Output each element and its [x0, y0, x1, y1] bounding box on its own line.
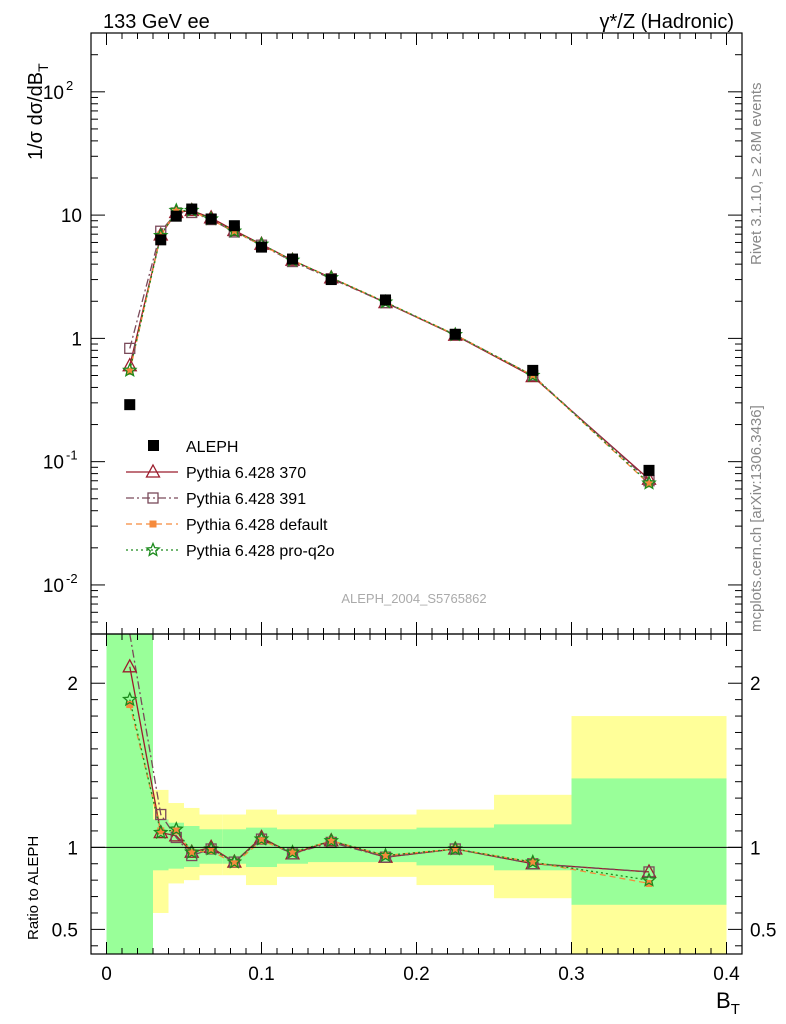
xlabel: BT	[716, 988, 740, 1018]
ratio-point-1	[643, 866, 655, 878]
legend-marker-0	[145, 463, 161, 478]
ratio-point-3	[525, 853, 541, 869]
ylabel-ratio: Ratio to ALEPH	[25, 836, 42, 940]
ratio-point-2	[157, 827, 165, 835]
main-point-2	[645, 480, 653, 488]
ratio-point-2	[126, 701, 134, 709]
y-tick-label: 10	[61, 206, 82, 227]
y-tick-label: 10	[43, 83, 64, 104]
ratio-point-3	[641, 872, 657, 887]
ratio-point-2	[289, 848, 296, 856]
ratio-tick-label: 0.5	[52, 920, 78, 941]
ratio-frame	[90, 633, 743, 955]
legend-label-0: Pythia 6.428 370	[186, 465, 306, 482]
aleph-point	[170, 210, 182, 222]
ratio-tick-label: 2	[67, 674, 78, 695]
legend: ALEPH Pythia 6.428 370 Pythia 6.428 391 Pyt…	[126, 439, 335, 560]
x-tick-label: 0.4	[713, 964, 740, 985]
watermark: ALEPH_2004_S5765862	[341, 591, 486, 606]
x-tick-label: 0.3	[558, 964, 584, 985]
ratio-point-0	[122, 658, 138, 673]
ratio-point-3	[377, 847, 394, 863]
ratio-point-2	[327, 837, 335, 845]
ratio-tick-label-right: 0.5	[750, 920, 776, 941]
ratio-point-1	[155, 808, 167, 821]
x-tick-label: 0	[101, 964, 112, 985]
ratio-tick-label-right: 1	[750, 838, 761, 859]
ratio-point-2	[529, 858, 537, 866]
aleph-point	[205, 213, 217, 225]
ratio-point-3	[153, 824, 169, 840]
legend-marker-1	[147, 492, 159, 504]
main-point-3	[122, 362, 138, 377]
ratio-point-2	[230, 860, 238, 868]
legend-label-3: Pythia 6.428 pro-q2o	[186, 543, 335, 560]
legend-marker-3	[145, 541, 161, 557]
aleph-point	[124, 399, 136, 411]
y-tick-label: 10	[43, 576, 64, 597]
ratio-point-3	[253, 830, 270, 846]
ratio-point-3	[121, 691, 138, 707]
ylabel-main: 1/σ dσ/dBT	[25, 63, 51, 160]
mcplots-label: mcplots.cern.ch [arXiv:1306.3436]	[748, 405, 765, 632]
ratio-point-3	[284, 844, 301, 859]
header-right: γ*/Z (Hadronic)	[600, 11, 734, 33]
x-tick-label: 0.1	[248, 964, 274, 985]
band-inner	[222, 829, 246, 864]
ratio-point-2	[172, 827, 180, 835]
aleph-point	[256, 241, 267, 253]
ratio-point-3	[323, 832, 339, 848]
ratio-point-3	[226, 853, 243, 869]
y-tick-exp: -2	[66, 571, 78, 586]
ratio-point-3	[168, 821, 184, 836]
rivet-label: Rivet 3.1.10, ≥ 2.8M events	[748, 83, 765, 266]
legend-label-1: Pythia 6.428 391	[186, 491, 306, 508]
ratio-point-2	[258, 837, 265, 845]
x-tick-label: 0.2	[403, 964, 429, 985]
band-inner	[106, 634, 153, 954]
ratio-point-2	[207, 847, 215, 855]
ratio-point-3	[184, 844, 200, 859]
aleph-point	[449, 328, 461, 340]
aleph-point	[155, 234, 167, 246]
y-tick-exp: 2	[66, 78, 73, 93]
header-left: 133 GeV ee	[103, 11, 210, 33]
legend-aleph-label: ALEPH	[186, 439, 238, 456]
band-inner	[199, 829, 223, 864]
aleph-point	[325, 274, 337, 286]
legend-aleph-marker	[148, 440, 159, 451]
ratio-point-2	[382, 852, 389, 860]
ratio-bands	[106, 634, 727, 954]
aleph-point	[643, 464, 655, 476]
ratio-tick-label-right: 2	[750, 674, 761, 695]
y-tick-label: 10	[43, 453, 64, 474]
aleph-point	[287, 253, 298, 265]
ratio-point-2	[451, 845, 459, 853]
ratio-point-2	[188, 848, 196, 856]
aleph-point	[380, 294, 391, 306]
ratio-tick-label: 1	[67, 838, 78, 859]
y-tick-exp: -1	[66, 448, 78, 463]
main-point-1	[124, 342, 136, 355]
main-point-2	[126, 367, 134, 375]
aleph-point	[186, 203, 198, 215]
y-tick-label: 1	[71, 329, 82, 350]
aleph-point	[228, 220, 240, 232]
legend-label-2: Pythia 6.428 default	[186, 517, 328, 534]
main-point-3	[641, 474, 657, 490]
legend-marker-2	[149, 520, 157, 528]
aleph-point	[527, 364, 539, 376]
